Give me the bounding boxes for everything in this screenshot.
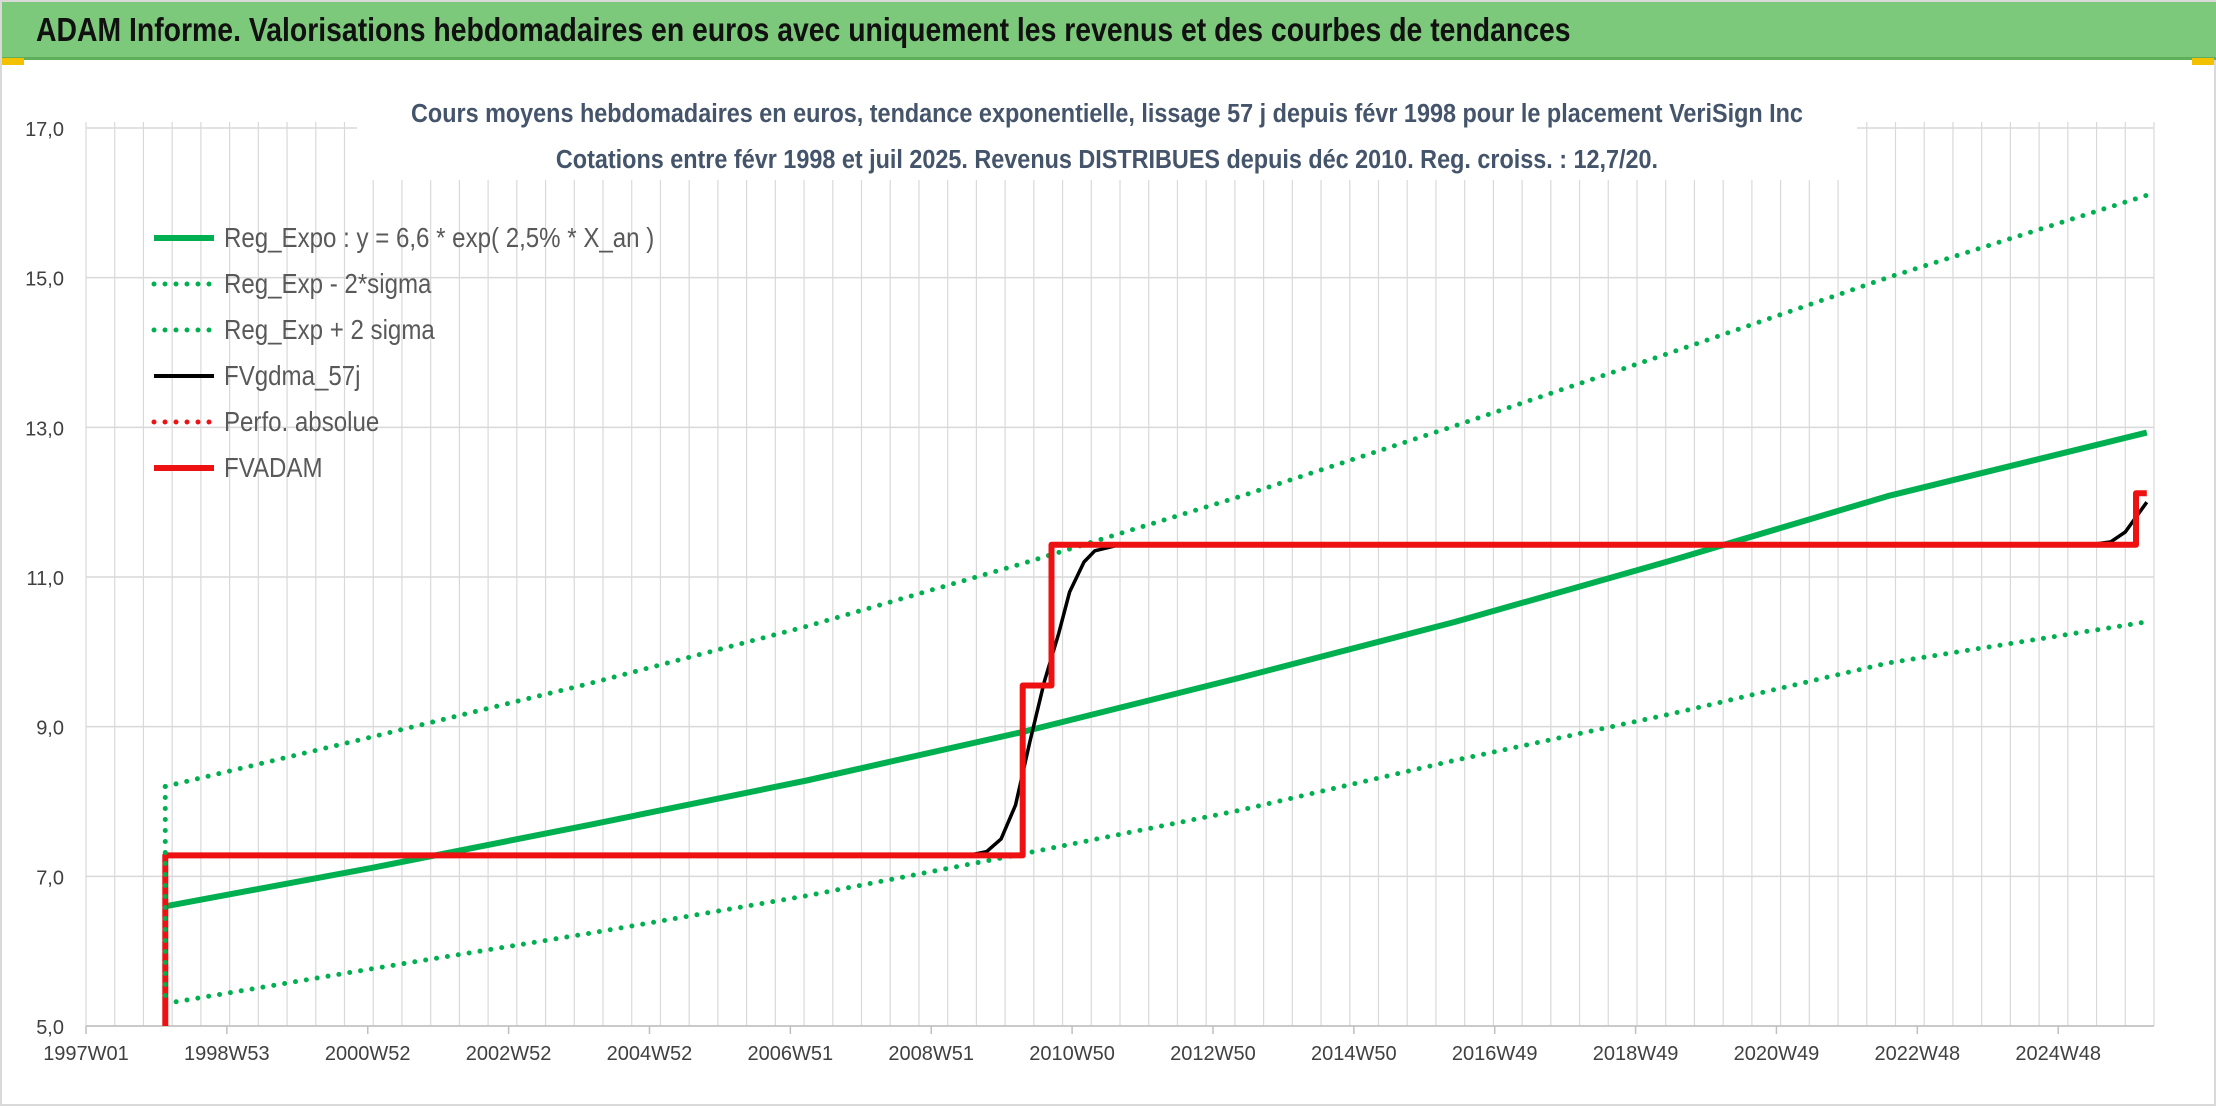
legend-label: FVADAM	[224, 451, 323, 483]
x-tick-label: 1997W01	[43, 1043, 129, 1065]
x-tick-label: 2016W49	[1452, 1043, 1538, 1065]
y-tick-label: 5,0	[36, 1017, 64, 1039]
legend-label: Perfo. absolue	[224, 405, 379, 437]
y-tick-label: 7,0	[36, 867, 64, 889]
corner-mark-right	[2192, 58, 2214, 65]
x-tick-label: 2002W52	[466, 1043, 552, 1065]
series-line-2	[162, 192, 2150, 789]
legend-label: Reg_Expo : y = 6,6 * exp( 2,5% * X_an )	[224, 221, 654, 253]
header-bar: ADAM Informe. Valorisations hebdomadaire…	[2, 2, 2216, 60]
series-line-1	[162, 619, 2150, 1007]
x-tick-label: 2012W50	[1170, 1043, 1256, 1065]
x-tick-label: 2018W49	[1593, 1043, 1679, 1065]
chart-subtitle: Cotations entre févr 1998 et juil 2025. …	[556, 146, 1658, 174]
y-tick-label: 9,0	[36, 718, 64, 740]
chart-title-area: Cours moyens hebdomadaires en euros, ten…	[357, 90, 1857, 180]
x-tick-label: 1998W53	[184, 1043, 270, 1065]
series-line-3	[165, 501, 2149, 858]
y-tick-label: 11,0	[27, 568, 64, 590]
x-tick-label: 2008W51	[888, 1043, 974, 1065]
legend-label: FVgdma_57j	[224, 359, 361, 391]
series-layer	[162, 192, 2150, 1026]
x-tick-label: 2024W48	[2015, 1043, 2101, 1065]
corner-mark-left	[2, 58, 24, 65]
legend-label: Reg_Exp - 2*sigma	[224, 267, 432, 299]
series-line-0	[164, 429, 2148, 910]
y-tick-label: 13,0	[25, 418, 64, 440]
x-tick-label: 2022W48	[1875, 1043, 1961, 1065]
chart-title: Cours moyens hebdomadaires en euros, ten…	[411, 100, 1803, 128]
series-line-5	[162, 490, 2147, 1026]
x-tick-label: 2000W52	[325, 1043, 411, 1065]
x-tick-label: 2006W51	[748, 1043, 834, 1065]
x-tick-label: 2014W50	[1311, 1043, 1397, 1065]
axes: 5,0 7,0 9,0 11,0 13,0 15,0 17,0 1997W01 1998W53 2…	[25, 119, 2154, 1065]
legend-label: Reg_Exp + 2 sigma	[224, 313, 435, 345]
x-tick-label: 2010W50	[1029, 1043, 1115, 1065]
page-title: ADAM Informe. Valorisations hebdomadaire…	[36, 11, 1571, 48]
x-tick-label: 2020W49	[1734, 1043, 1820, 1065]
y-tick-label: 15,0	[25, 269, 64, 291]
legend: Reg_Expo : y = 6,6 * exp( 2,5% * X_an ) R…	[151, 221, 654, 483]
title-background	[357, 90, 1857, 180]
x-tick-label: 2004W52	[607, 1043, 693, 1065]
y-tick-label: 17,0	[25, 119, 64, 141]
grid-lines	[85, 122, 2155, 1027]
